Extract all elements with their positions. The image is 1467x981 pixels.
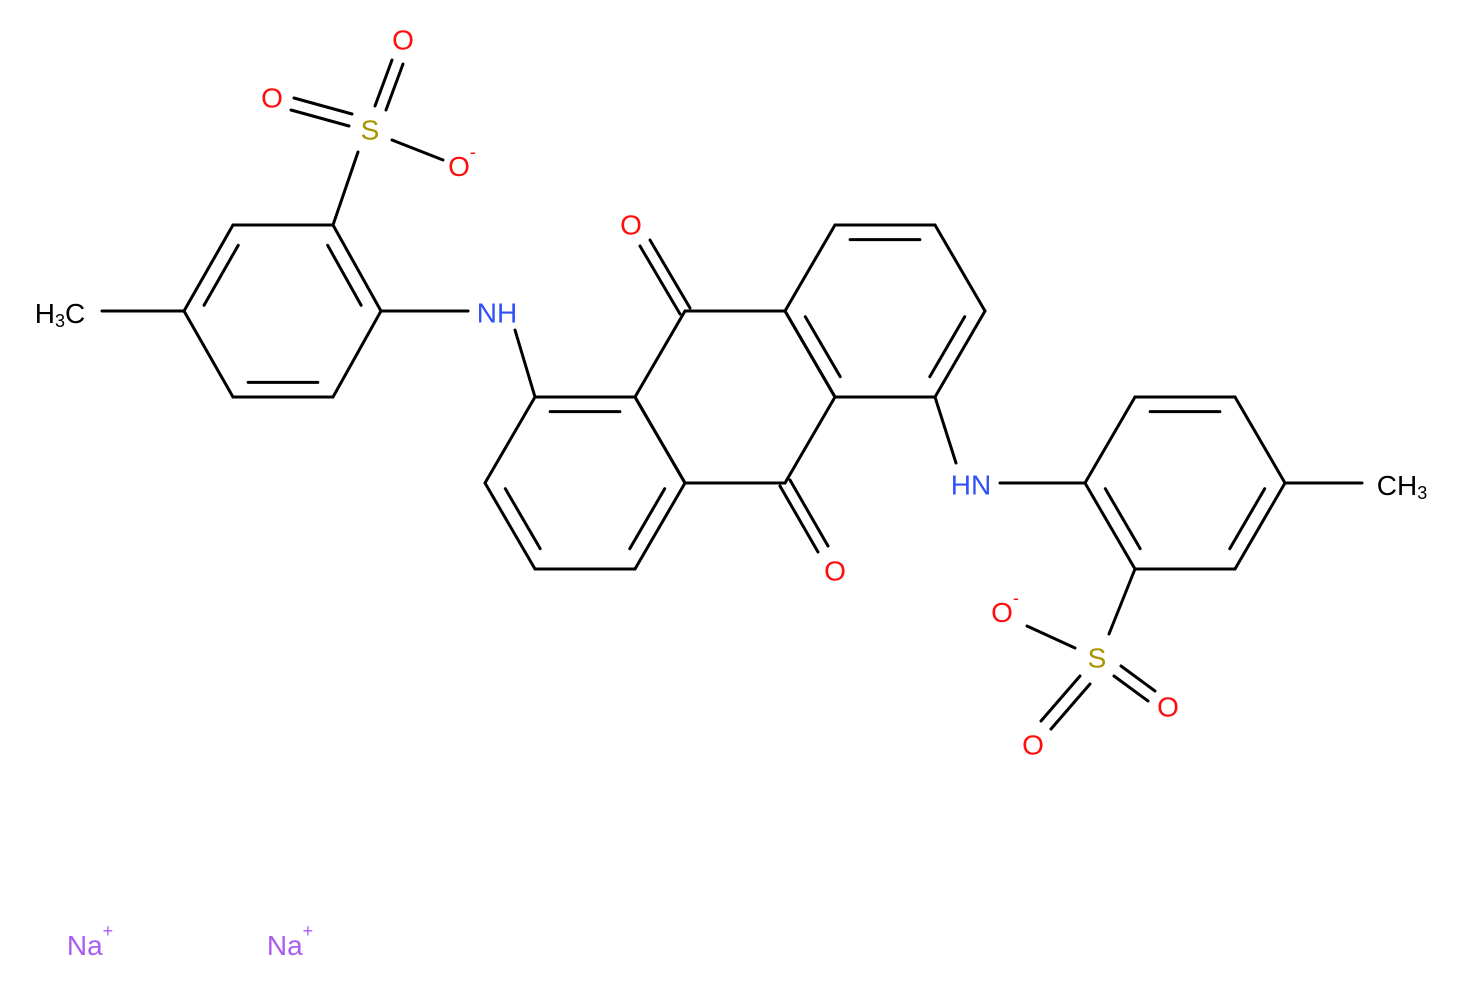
atom: CH3 xyxy=(1377,470,1427,504)
bond xyxy=(182,309,235,399)
atom: O- xyxy=(991,588,1019,628)
atom: O xyxy=(1157,692,1179,723)
bonds xyxy=(100,58,1364,731)
bond xyxy=(633,481,687,571)
bond xyxy=(331,309,383,399)
bond xyxy=(331,223,383,313)
charge: - xyxy=(1013,588,1019,608)
atom: S xyxy=(1088,643,1107,674)
ion-symbol: Na xyxy=(67,930,103,961)
bond xyxy=(390,138,445,162)
atom-symbol: C xyxy=(65,298,85,329)
atom: O xyxy=(1022,730,1044,761)
bond xyxy=(788,478,830,548)
charge: + xyxy=(303,921,314,941)
bond xyxy=(292,96,354,116)
bond xyxy=(633,309,687,399)
charge: + xyxy=(103,921,114,941)
bond xyxy=(384,62,405,112)
bond xyxy=(1025,624,1077,650)
bond xyxy=(1228,487,1267,551)
bond xyxy=(513,328,537,399)
atom: O xyxy=(261,83,283,114)
bond xyxy=(638,244,682,316)
bond xyxy=(1083,395,1137,485)
count: 3 xyxy=(1417,483,1427,503)
bond xyxy=(202,243,240,307)
atom: O xyxy=(824,556,846,587)
count: 3 xyxy=(55,311,65,331)
bond xyxy=(1119,664,1157,693)
bond xyxy=(483,395,537,485)
bond xyxy=(1039,674,1082,723)
bond xyxy=(503,487,542,551)
bond xyxy=(628,487,667,551)
bond xyxy=(648,238,692,310)
atom: H3C xyxy=(35,298,85,332)
atom: S xyxy=(361,115,380,146)
bond xyxy=(933,223,987,313)
bond xyxy=(1083,481,1137,571)
bond xyxy=(1107,567,1137,636)
bond xyxy=(783,309,837,399)
atom: HN xyxy=(951,470,991,501)
bond xyxy=(1112,674,1150,703)
bond xyxy=(933,395,958,465)
ion: Na+ xyxy=(67,921,113,961)
bond xyxy=(373,58,394,108)
atom: NH xyxy=(477,298,517,329)
atom-symbol: O xyxy=(448,151,470,182)
bond xyxy=(1103,487,1142,551)
atom-symbol: CH xyxy=(1377,470,1417,501)
bond xyxy=(326,243,363,307)
charge: - xyxy=(470,142,476,162)
bond xyxy=(928,315,967,379)
atom-labels: O O S O- H3C NH O O HN CH3 O- S O O Na+ … xyxy=(35,25,1427,961)
atom: O- xyxy=(448,142,476,182)
atom-symbol: O xyxy=(991,597,1013,628)
atom: O xyxy=(620,210,642,241)
bond xyxy=(783,395,837,485)
bond xyxy=(331,150,360,227)
bond xyxy=(778,484,820,554)
bond xyxy=(483,481,537,571)
bond xyxy=(803,315,842,379)
bond xyxy=(1233,481,1287,571)
bond xyxy=(933,309,987,399)
atom: O xyxy=(392,25,414,56)
bond xyxy=(289,108,351,128)
bond xyxy=(633,395,687,485)
bond xyxy=(1049,682,1092,731)
bond xyxy=(182,223,235,313)
atom-symbol: H xyxy=(35,298,55,329)
bond xyxy=(1233,395,1287,485)
ion: Na+ xyxy=(267,921,313,961)
bond xyxy=(783,223,837,313)
ion-symbol: Na xyxy=(267,930,303,961)
